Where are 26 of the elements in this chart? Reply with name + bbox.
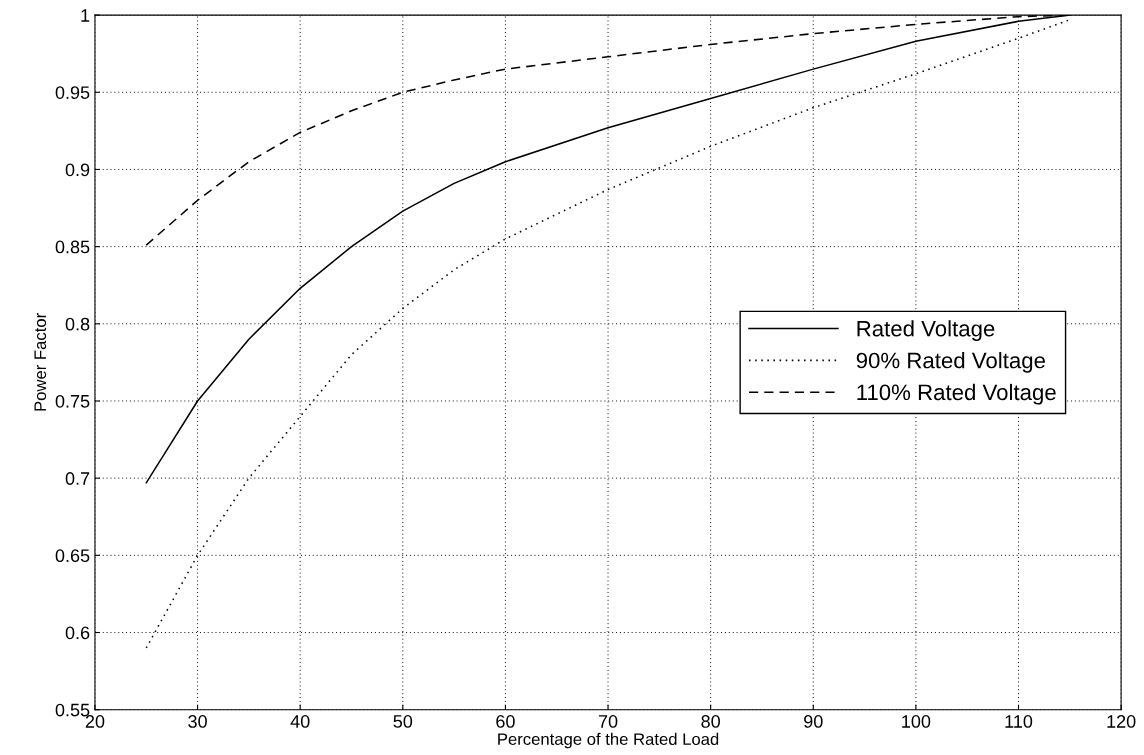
x-tick-label: 30	[188, 715, 207, 728]
y-tick-label: 0.8	[65, 317, 90, 331]
y-tick-label: 0.6	[65, 626, 90, 640]
legend-label: Rated Voltage	[857, 320, 995, 341]
x-tick-label: 90	[804, 715, 823, 728]
legend-label: 90% Rated Voltage	[856, 352, 1045, 373]
y-tick-label: 0.7	[65, 472, 90, 485]
y-tick-label: 0.85	[55, 240, 90, 254]
x-axis-title: Percentage of the Rated Load	[498, 732, 719, 749]
x-tick-label: 60	[496, 715, 515, 728]
x-tick-label: 80	[701, 715, 720, 728]
y-axis-title: Power Factor	[34, 313, 47, 411]
legend-label: 110% Rated Voltage	[857, 383, 1056, 405]
y-tick-label: 0.95	[55, 86, 90, 99]
x-tick-label: 50	[393, 715, 413, 728]
y-tick-label: 0.65	[55, 549, 90, 563]
x-tick-label: 20	[85, 715, 105, 728]
y-tick-label: 0.9	[65, 163, 90, 177]
y-tick-label: 0.55	[55, 703, 90, 717]
x-tick-label: 40	[290, 715, 310, 728]
y-tick-label: 0.75	[55, 394, 90, 408]
x-tick-label: 100	[902, 715, 931, 728]
x-tick-label: 120	[1107, 715, 1136, 728]
x-tick-label: 70	[598, 715, 618, 728]
y-tick-label: 1	[81, 9, 90, 22]
x-tick-label: 110	[1005, 715, 1033, 728]
